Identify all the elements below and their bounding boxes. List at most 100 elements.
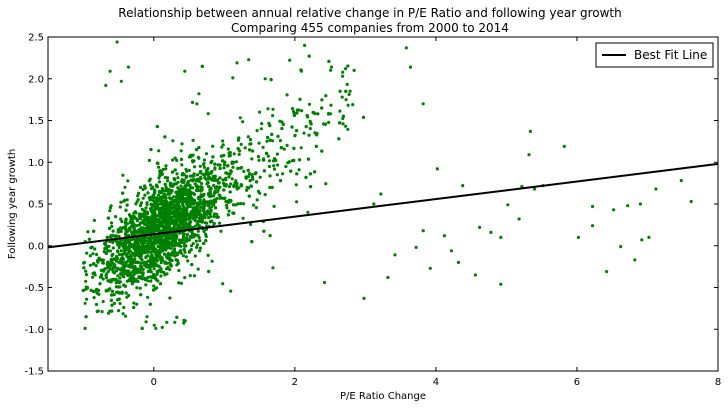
data-point xyxy=(202,158,207,162)
data-point xyxy=(195,184,199,188)
data-point xyxy=(344,124,348,128)
data-point xyxy=(190,174,194,178)
data-point xyxy=(116,266,120,270)
data-point xyxy=(111,268,115,272)
data-point xyxy=(110,309,114,313)
data-point xyxy=(198,246,202,250)
data-point xyxy=(133,228,137,232)
data-point xyxy=(221,178,225,182)
data-point xyxy=(211,155,215,159)
data-point xyxy=(168,218,172,222)
data-point xyxy=(119,242,123,246)
data-point xyxy=(309,122,313,126)
data-point xyxy=(115,256,120,260)
data-point xyxy=(144,260,148,265)
data-point xyxy=(267,159,272,163)
x-axis-label: P/E Ratio Change xyxy=(340,391,426,402)
data-point xyxy=(110,224,114,228)
data-point xyxy=(194,148,199,152)
data-point xyxy=(222,196,226,200)
data-point xyxy=(111,277,115,281)
data-point xyxy=(202,229,206,234)
data-point xyxy=(152,217,156,221)
data-point xyxy=(159,274,163,278)
data-point xyxy=(140,212,145,216)
data-point xyxy=(122,199,126,203)
data-point xyxy=(156,197,160,201)
data-point xyxy=(92,229,96,233)
data-point xyxy=(152,323,156,327)
data-point xyxy=(214,190,218,194)
data-point xyxy=(190,186,194,190)
data-point xyxy=(201,206,206,210)
data-point xyxy=(159,267,163,271)
data-point xyxy=(213,167,217,171)
data-point xyxy=(213,206,218,210)
data-point xyxy=(212,214,216,218)
data-point xyxy=(210,159,214,163)
data-point xyxy=(121,269,125,273)
data-point xyxy=(232,211,236,215)
data-point xyxy=(315,131,319,136)
data-point xyxy=(156,214,160,218)
data-point xyxy=(149,270,153,274)
data-point xyxy=(110,303,114,307)
data-point xyxy=(148,219,152,224)
data-point xyxy=(157,180,162,184)
data-point xyxy=(96,288,101,292)
data-point xyxy=(361,115,366,119)
data-point xyxy=(279,146,283,150)
data-point xyxy=(123,242,127,247)
data-point xyxy=(111,234,115,238)
data-point xyxy=(173,254,177,258)
data-point xyxy=(179,216,183,220)
data-point xyxy=(221,139,225,143)
data-point xyxy=(167,214,172,218)
data-point xyxy=(372,202,376,206)
data-point xyxy=(95,309,99,314)
data-point xyxy=(144,206,148,210)
data-point xyxy=(134,238,139,242)
data-point xyxy=(156,244,160,248)
data-point xyxy=(243,146,247,150)
data-point xyxy=(169,246,173,250)
data-point xyxy=(124,291,128,295)
data-point xyxy=(263,77,267,81)
data-point xyxy=(257,158,261,162)
data-point xyxy=(121,173,125,177)
data-point xyxy=(262,229,266,233)
data-point xyxy=(125,254,129,258)
data-point xyxy=(161,200,165,204)
data-point xyxy=(221,143,225,147)
data-point xyxy=(119,229,123,233)
data-point xyxy=(123,260,127,264)
data-point xyxy=(175,172,179,176)
data-point xyxy=(157,149,161,153)
data-point xyxy=(147,225,151,229)
data-point xyxy=(179,199,183,203)
data-point xyxy=(152,275,156,279)
data-point xyxy=(248,138,253,142)
data-point xyxy=(203,214,207,218)
data-point xyxy=(139,253,143,257)
data-point xyxy=(197,146,201,150)
data-point xyxy=(300,109,304,113)
data-point xyxy=(119,217,123,221)
data-point xyxy=(209,208,213,212)
data-point xyxy=(180,197,184,201)
data-point xyxy=(208,212,212,216)
data-point xyxy=(314,144,318,148)
data-point xyxy=(176,186,180,190)
data-point xyxy=(183,192,187,196)
data-point xyxy=(119,79,123,83)
data-point xyxy=(278,179,283,183)
data-point xyxy=(229,289,233,293)
data-point xyxy=(145,210,149,214)
data-point xyxy=(91,271,95,276)
data-point xyxy=(169,188,173,193)
data-point xyxy=(191,138,195,142)
data-point xyxy=(229,182,233,186)
data-point xyxy=(281,122,285,126)
data-point xyxy=(163,135,167,139)
data-point xyxy=(185,169,189,173)
